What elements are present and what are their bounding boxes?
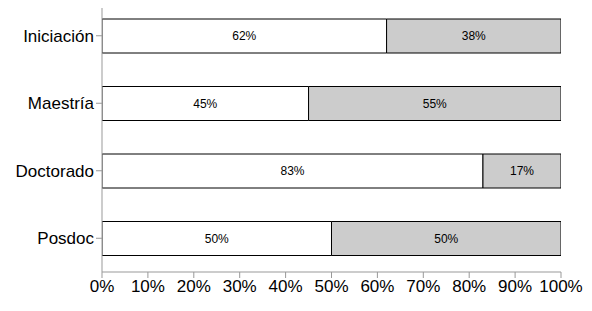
svg-text:83%: 83% <box>280 164 304 178</box>
svg-text:Maestría: Maestría <box>28 94 95 113</box>
svg-text:45%: 45% <box>193 97 217 111</box>
svg-text:50%: 50% <box>434 232 458 246</box>
svg-text:55%: 55% <box>423 97 447 111</box>
svg-text:30%: 30% <box>223 277 257 296</box>
svg-text:Posdoc: Posdoc <box>37 229 94 248</box>
svg-text:80%: 80% <box>452 277 486 296</box>
svg-text:40%: 40% <box>269 277 303 296</box>
svg-text:62%: 62% <box>232 29 256 43</box>
svg-text:100%: 100% <box>539 277 582 296</box>
svg-text:20%: 20% <box>177 277 211 296</box>
svg-text:50%: 50% <box>314 277 348 296</box>
svg-text:Iniciación: Iniciación <box>23 27 94 46</box>
svg-text:10%: 10% <box>131 277 165 296</box>
svg-text:70%: 70% <box>406 277 440 296</box>
svg-text:Doctorado: Doctorado <box>16 162 94 181</box>
svg-text:90%: 90% <box>498 277 532 296</box>
svg-text:50%: 50% <box>205 232 229 246</box>
svg-text:0%: 0% <box>90 277 115 296</box>
svg-text:17%: 17% <box>510 164 534 178</box>
svg-text:60%: 60% <box>360 277 394 296</box>
svg-text:38%: 38% <box>462 29 486 43</box>
